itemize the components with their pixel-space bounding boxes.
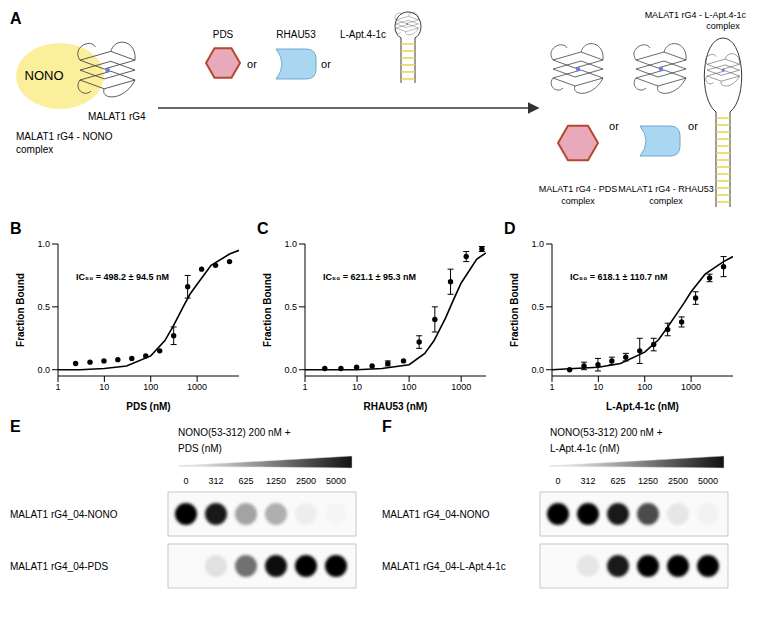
html-text:B: B [10,220,22,237]
svg-text:10: 10 [352,382,362,392]
svg-text:100: 100 [637,382,652,392]
html-text:IC₅₀ = 618.1 ± 110.7 nM: IC₅₀ = 618.1 ± 110.7 nM [570,272,668,282]
svg-text:Fraction Bound: Fraction Bound [509,273,520,347]
svg-text:or: or [688,120,698,132]
svg-text:1: 1 [302,382,307,392]
svg-text:312: 312 [208,476,223,486]
svg-text:1.0: 1.0 [531,239,544,249]
svg-text:complex: complex [649,196,683,206]
svg-text:MALAT1 rG4 - RHAU53: MALAT1 rG4 - RHAU53 [618,184,713,194]
svg-text:A: A [10,10,22,27]
svg-text:MALAT1 rG4 - PDS: MALAT1 rG4 - PDS [539,184,617,194]
svg-text:NONO(53-312) 200 nM +: NONO(53-312) 200 nM + [550,427,663,438]
svg-text:MALAT1 rG4_04-PDS: MALAT1 rG4_04-PDS [10,561,109,572]
svg-text:L-Apt.4-1c (nM): L-Apt.4-1c (nM) [550,443,619,454]
svg-text:L-Apt.4-1c (nM): L-Apt.4-1c (nM) [606,401,679,412]
svg-text:Fraction Bound: Fraction Bound [15,273,26,347]
svg-text:5000: 5000 [326,476,346,486]
svg-text:MALAT1 rG4 - NONO: MALAT1 rG4 - NONO [16,131,113,142]
svg-text:1250: 1250 [638,476,658,486]
svg-text:1.0: 1.0 [284,239,297,249]
svg-text:1: 1 [549,382,554,392]
svg-text:10: 10 [593,382,603,392]
svg-text:0: 0 [183,476,188,486]
svg-text:MALAT1 rG4 - L-Apt.4-1c: MALAT1 rG4 - L-Apt.4-1c [645,10,747,20]
svg-text:0.0: 0.0 [284,365,297,375]
svg-text:312: 312 [580,476,595,486]
svg-text:1250: 1250 [266,476,286,486]
svg-text:PDS (nM): PDS (nM) [178,443,222,454]
svg-text:NONO: NONO [25,68,64,83]
svg-text:0.5: 0.5 [284,302,297,312]
svg-text:RHAU53 (nM): RHAU53 (nM) [364,401,428,412]
svg-text:1.0: 1.0 [37,239,50,249]
html-text:IC₅₀ = 498.2 ± 94.5 nM: IC₅₀ = 498.2 ± 94.5 nM [76,272,169,282]
svg-text:MALAT1 rG4_04-L-Apt.4-1c: MALAT1 rG4_04-L-Apt.4-1c [382,561,506,572]
svg-text:1000: 1000 [187,382,207,392]
html-text:D: D [504,220,516,237]
svg-text:MALAT1 rG4: MALAT1 rG4 [88,111,146,122]
svg-text:1000: 1000 [451,382,471,392]
svg-text:complex: complex [561,196,595,206]
svg-text:2500: 2500 [296,476,316,486]
svg-text:5000: 5000 [698,476,718,486]
svg-text:1: 1 [55,382,60,392]
svg-text:NONO(53-312) 200 nM +: NONO(53-312) 200 nM + [178,427,291,438]
svg-text:1000: 1000 [681,382,701,392]
svg-text:Fraction Bound: Fraction Bound [262,273,273,347]
svg-text:0.5: 0.5 [531,302,544,312]
svg-text:2500: 2500 [668,476,688,486]
svg-text:E: E [10,418,21,435]
html-text:IC₅₀ = 621.1 ± 95.3 nM: IC₅₀ = 621.1 ± 95.3 nM [323,272,416,282]
svg-text:L-Apt.4-1c: L-Apt.4-1c [340,29,386,40]
svg-text:or: or [321,58,331,70]
svg-text:625: 625 [238,476,253,486]
svg-text:complex: complex [16,144,53,155]
svg-text:PDS (nM): PDS (nM) [126,401,170,412]
svg-text:0.0: 0.0 [37,365,50,375]
svg-text:complex: complex [706,21,740,31]
svg-text:0.0: 0.0 [531,365,544,375]
svg-text:625: 625 [610,476,625,486]
svg-text:10: 10 [99,382,109,392]
svg-text:100: 100 [402,382,417,392]
svg-text:PDS: PDS [213,29,234,40]
svg-text:or: or [247,58,257,70]
svg-text:MALAT1 rG4_04-NONO: MALAT1 rG4_04-NONO [10,509,118,520]
svg-text:100: 100 [143,382,158,392]
svg-text:MALAT1 rG4_04-NONO: MALAT1 rG4_04-NONO [382,509,490,520]
svg-text:or: or [609,120,619,132]
svg-text:0.5: 0.5 [37,302,50,312]
svg-text:RHAU53: RHAU53 [276,29,316,40]
svg-text:0: 0 [555,476,560,486]
svg-text:F: F [382,418,392,435]
html-text:C: C [257,220,269,237]
